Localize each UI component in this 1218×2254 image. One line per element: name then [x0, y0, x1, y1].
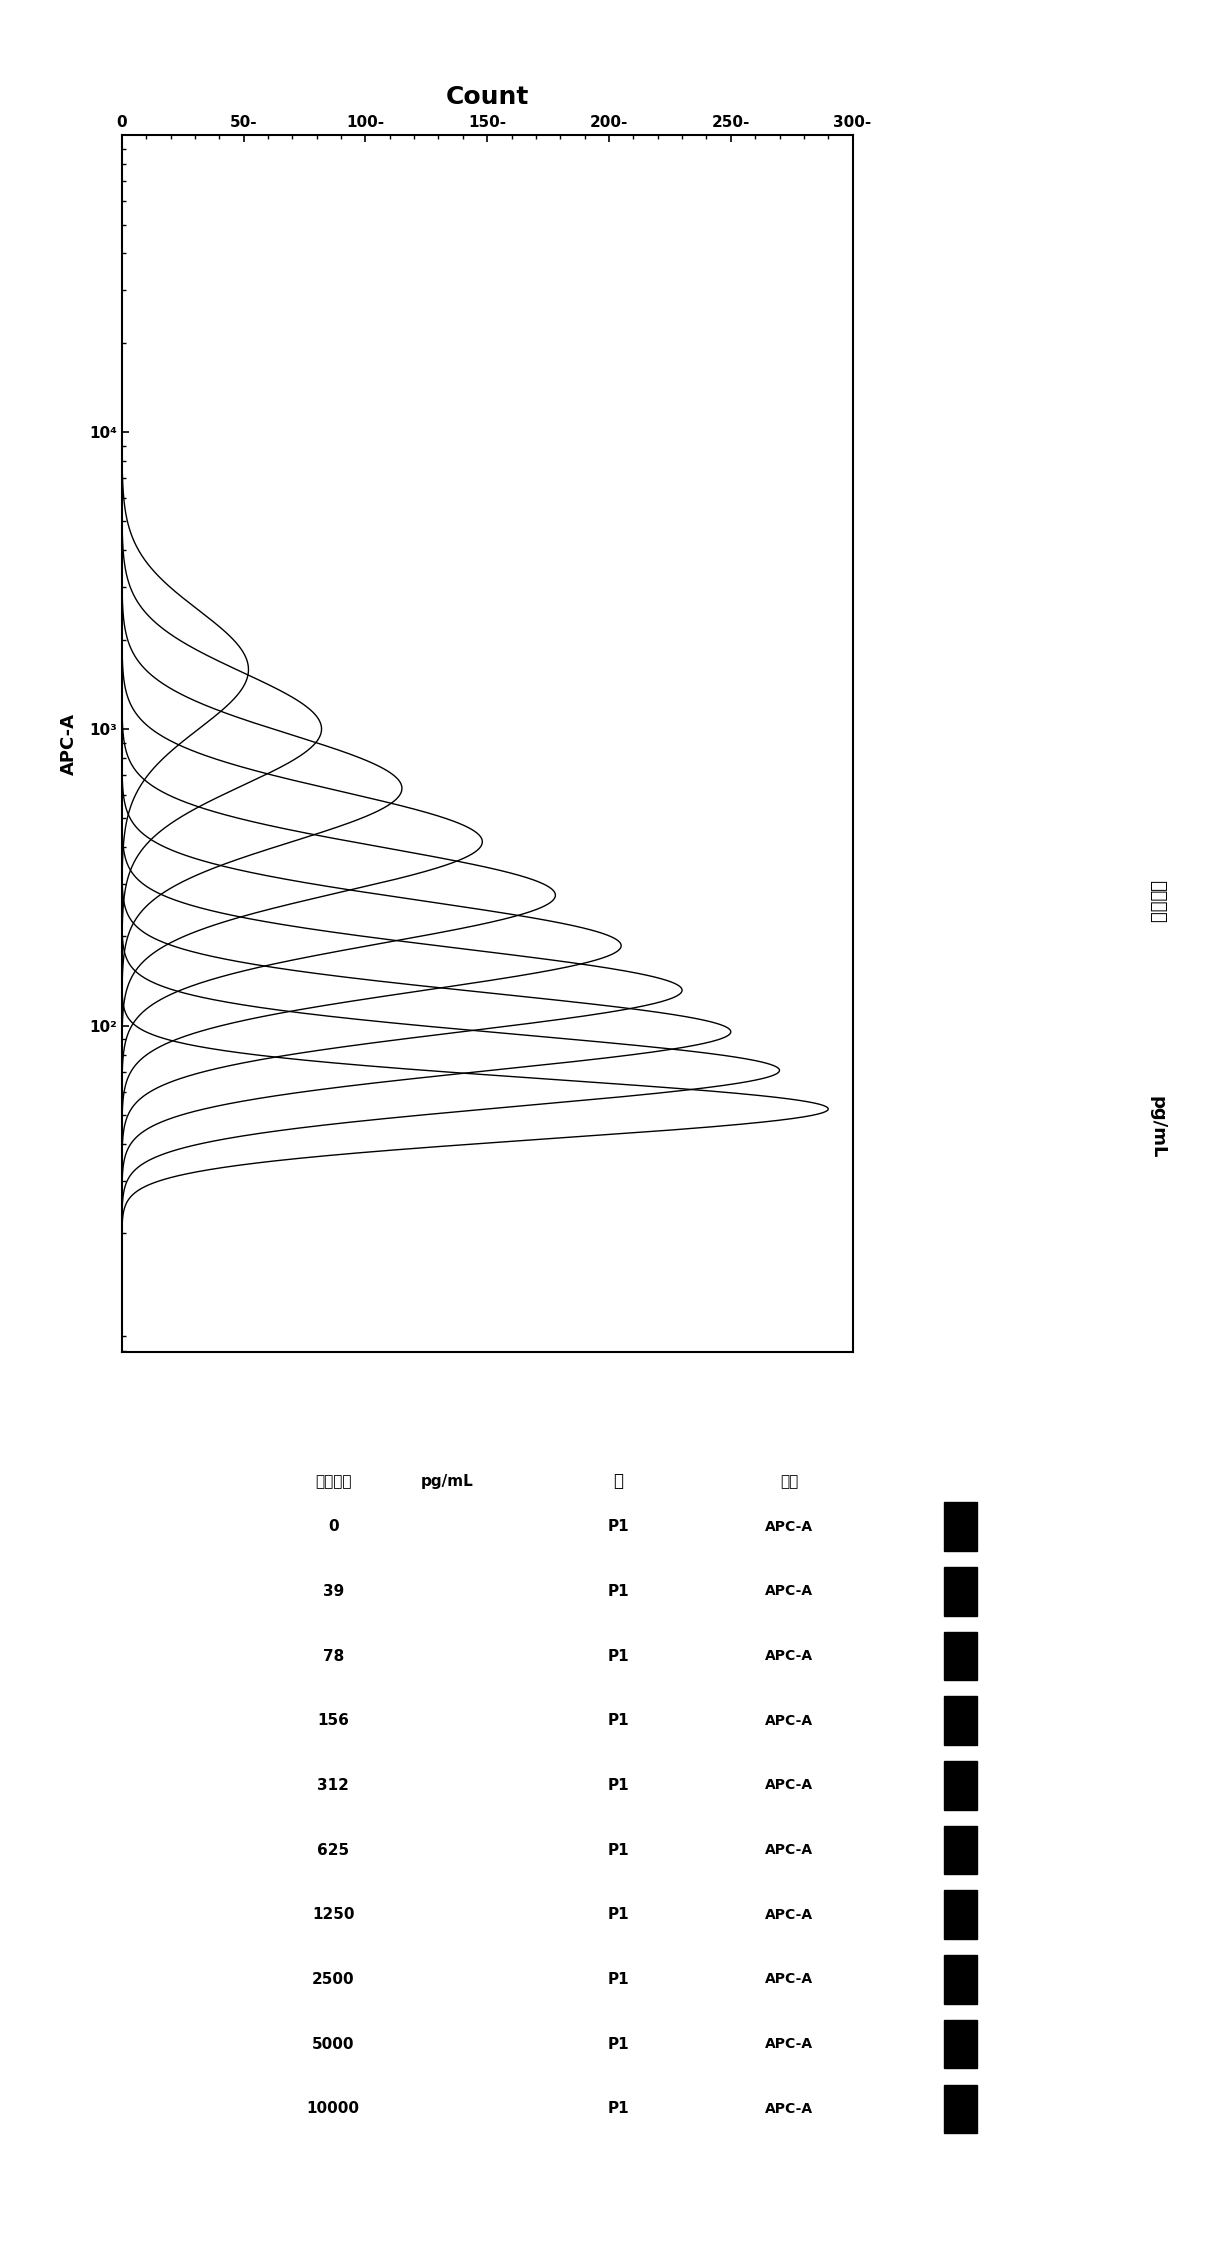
Bar — [944, 1826, 977, 1875]
Text: 78: 78 — [323, 1648, 343, 1663]
Text: 625: 625 — [317, 1842, 350, 1857]
Text: APC-A: APC-A — [765, 2038, 814, 2051]
Bar — [944, 1697, 977, 1745]
Text: APC-A: APC-A — [765, 1844, 814, 1857]
Text: APC-A: APC-A — [765, 1519, 814, 1533]
Text: P1: P1 — [608, 1519, 628, 1535]
Text: P1: P1 — [608, 1648, 628, 1663]
Text: P1: P1 — [608, 1585, 628, 1598]
Text: 门: 门 — [613, 1472, 624, 1490]
Text: 浓度单位: 浓度单位 — [315, 1474, 352, 1490]
Text: P1: P1 — [608, 1972, 628, 1988]
Bar — [944, 2085, 977, 2132]
Text: APC-A: APC-A — [765, 1650, 814, 1663]
Text: pg/mL: pg/mL — [421, 1474, 474, 1490]
Text: APC-A: APC-A — [765, 1713, 814, 1727]
Bar — [944, 1760, 977, 1810]
Text: pg/mL: pg/mL — [1149, 1095, 1166, 1159]
Bar — [944, 1891, 977, 1938]
Text: 1250: 1250 — [312, 1907, 354, 1923]
Text: P1: P1 — [608, 1907, 628, 1923]
Text: APC-A: APC-A — [765, 2101, 814, 2117]
Text: 10000: 10000 — [307, 2101, 359, 2117]
Text: 156: 156 — [318, 1713, 350, 1729]
Text: APC-A: APC-A — [765, 1778, 814, 1792]
Text: 5000: 5000 — [312, 2038, 354, 2051]
Text: P1: P1 — [608, 2101, 628, 2117]
Text: APC-A: APC-A — [765, 1972, 814, 1986]
Text: 312: 312 — [318, 1778, 350, 1792]
Bar — [944, 1503, 977, 1551]
Text: 39: 39 — [323, 1585, 343, 1598]
Text: APC-A: APC-A — [765, 1907, 814, 1923]
Text: 通道: 通道 — [781, 1474, 798, 1490]
Text: P1: P1 — [608, 1778, 628, 1792]
Bar — [944, 1567, 977, 1616]
Text: P1: P1 — [608, 1713, 628, 1729]
Text: 0: 0 — [328, 1519, 339, 1535]
X-axis label: Count: Count — [446, 86, 529, 108]
Y-axis label: APC-A: APC-A — [60, 712, 78, 775]
Bar — [944, 1632, 977, 1679]
Text: 浓度单位: 浓度单位 — [1149, 879, 1166, 924]
Bar — [944, 1954, 977, 2004]
Text: P1: P1 — [608, 2038, 628, 2051]
Text: P1: P1 — [608, 1842, 628, 1857]
Bar — [944, 2020, 977, 2069]
Text: 2500: 2500 — [312, 1972, 354, 1988]
Text: APC-A: APC-A — [765, 1585, 814, 1598]
